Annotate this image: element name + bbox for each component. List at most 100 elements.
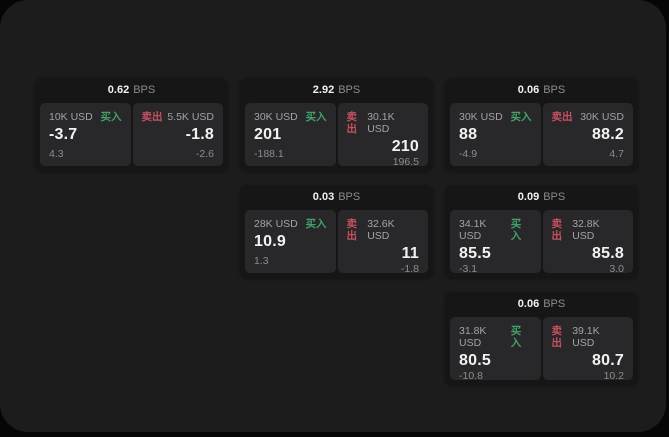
- buy-notional: 28K USD: [254, 218, 298, 230]
- sell-side-label: 卖出: [551, 111, 573, 123]
- buy-delta: 1.3: [254, 255, 269, 267]
- buy-tile[interactable]: 30K USD 买入 201 -188.1: [245, 103, 336, 166]
- sell-notional: 32.8K USD: [572, 218, 600, 242]
- sell-side-label: 卖出: [141, 111, 163, 123]
- buy-side-label: 买入: [510, 218, 522, 242]
- sell-delta: -1.8: [400, 263, 419, 275]
- buy-tile[interactable]: 30K USD 买入 88 -4.9: [450, 103, 541, 166]
- sell-tile[interactable]: 卖出 39.1K USD 80.7 10.2: [542, 317, 633, 382]
- bps-value: 0.06: [517, 298, 540, 310]
- sell-tile[interactable]: 卖出 32.8K USD 85.8 3.0: [542, 210, 633, 275]
- buy-tile-top: 30K USD 买入: [254, 111, 327, 123]
- sell-delta: 196.5: [392, 156, 419, 168]
- sell-price: 80.7: [592, 352, 624, 369]
- buy-delta: -188.1: [254, 148, 284, 160]
- sell-notional: 5.5K USD: [167, 111, 214, 123]
- bps-unit-label: BPS: [543, 298, 566, 310]
- quote-card-body: 10K USD 买入 -3.7 4.3 卖出 5.5K USD -1.8 -2.…: [35, 103, 228, 166]
- sell-price: -1.8: [185, 126, 214, 143]
- buy-tile[interactable]: 31.8K USD 买入 80.5 -10.8: [450, 317, 541, 382]
- sell-delta: -2.6: [195, 148, 214, 160]
- bps-header: 0.09 BPS: [445, 185, 638, 210]
- bps-value: 0.09: [517, 191, 540, 203]
- sell-price: 210: [391, 138, 419, 155]
- sell-tile-top: 卖出 30.1K USD: [347, 111, 420, 135]
- bps-value: 0.06: [517, 84, 540, 96]
- sell-price: 88.2: [592, 126, 624, 143]
- bps-header: 0.06 BPS: [445, 292, 638, 317]
- buy-side-label: 买入: [305, 111, 327, 123]
- buy-price: 85.5: [459, 245, 491, 262]
- quote-card-body: 30K USD 买入 88 -4.9 卖出 30K USD 88.2 4.7: [445, 103, 638, 166]
- sell-tile-top: 卖出 32.8K USD: [552, 218, 625, 242]
- sell-delta: 4.7: [609, 148, 624, 160]
- sell-delta: 3.0: [609, 263, 624, 275]
- buy-tile-top: 34.1K USD 买入: [459, 218, 532, 242]
- sell-notional: 39.1K USD: [572, 325, 600, 349]
- sell-tile-top: 卖出 32.6K USD: [347, 218, 420, 242]
- buy-notional: 31.8K USD: [459, 325, 487, 349]
- quote-card-0: 0.62 BPS 10K USD 买入 -3.7 4.3 卖出 5.5K USD…: [35, 78, 228, 171]
- bps-unit-label: BPS: [338, 191, 361, 203]
- sell-notional: 32.6K USD: [367, 218, 395, 242]
- sell-side-label: 卖出: [346, 111, 358, 135]
- sell-price: 85.8: [592, 245, 624, 262]
- buy-side-label: 买入: [510, 325, 522, 349]
- bps-header: 0.62 BPS: [35, 78, 228, 103]
- bps-header: 0.06 BPS: [445, 78, 638, 103]
- buy-notional: 30K USD: [254, 111, 298, 123]
- buy-side-label: 买入: [305, 218, 327, 230]
- quote-card-2: 0.06 BPS 30K USD 买入 88 -4.9 卖出 30K USD 8…: [445, 78, 638, 171]
- quote-card-body: 31.8K USD 买入 80.5 -10.8 卖出 39.1K USD 80.…: [445, 317, 638, 382]
- bps-value: 0.03: [312, 191, 335, 203]
- sell-notional: 30.1K USD: [367, 111, 395, 135]
- buy-price: 201: [254, 126, 282, 143]
- bps-unit-label: BPS: [543, 191, 566, 203]
- quote-card-body: 30K USD 买入 201 -188.1 卖出 30.1K USD 210 1…: [240, 103, 433, 168]
- buy-tile[interactable]: 28K USD 买入 10.9 1.3: [245, 210, 336, 273]
- buy-tile-top: 31.8K USD 买入: [459, 325, 532, 349]
- sell-tile[interactable]: 卖出 30.1K USD 210 196.5: [337, 103, 428, 168]
- bps-value: 0.62: [107, 84, 130, 96]
- quote-card-4: 0.09 BPS 34.1K USD 买入 85.5 -3.1 卖出 32.8K…: [445, 185, 638, 278]
- buy-notional: 10K USD: [49, 111, 93, 123]
- buy-price: 88: [459, 126, 478, 143]
- quote-card-body: 34.1K USD 买入 85.5 -3.1 卖出 32.8K USD 85.8…: [445, 210, 638, 275]
- sell-tile-top: 卖出 5.5K USD: [142, 111, 215, 123]
- buy-tile[interactable]: 10K USD 买入 -3.7 4.3: [40, 103, 131, 166]
- sell-tile-top: 卖出 39.1K USD: [552, 325, 625, 349]
- sell-price: 11: [401, 245, 419, 262]
- buy-price: 10.9: [254, 233, 286, 250]
- buy-delta: -10.8: [459, 370, 483, 382]
- bps-unit-label: BPS: [543, 84, 566, 96]
- buy-side-label: 买入: [510, 111, 532, 123]
- sell-tile[interactable]: 卖出 32.6K USD 11 -1.8: [337, 210, 428, 275]
- buy-notional: 30K USD: [459, 111, 503, 123]
- quote-card-5: 0.06 BPS 31.8K USD 买入 80.5 -10.8 卖出 39.1…: [445, 292, 638, 385]
- sell-notional: 30K USD: [580, 111, 624, 123]
- sell-tile-top: 卖出 30K USD: [552, 111, 625, 123]
- bps-unit-label: BPS: [133, 84, 156, 96]
- buy-tile-top: 10K USD 买入: [49, 111, 122, 123]
- sell-tile[interactable]: 卖出 30K USD 88.2 4.7: [542, 103, 633, 166]
- bps-unit-label: BPS: [338, 84, 361, 96]
- buy-tile[interactable]: 34.1K USD 买入 85.5 -3.1: [450, 210, 541, 275]
- quote-card-body: 28K USD 买入 10.9 1.3 卖出 32.6K USD 11 -1.8: [240, 210, 433, 275]
- sell-tile[interactable]: 卖出 5.5K USD -1.8 -2.6: [132, 103, 223, 166]
- buy-delta: -4.9: [459, 148, 478, 160]
- buy-tile-top: 30K USD 买入: [459, 111, 532, 123]
- sell-side-label: 卖出: [551, 218, 563, 242]
- sell-side-label: 卖出: [551, 325, 563, 349]
- sell-delta: 10.2: [603, 370, 624, 382]
- quote-card-1: 2.92 BPS 30K USD 买入 201 -188.1 卖出 30.1K …: [240, 78, 433, 171]
- buy-price: -3.7: [49, 126, 78, 143]
- buy-delta: -3.1: [459, 263, 478, 275]
- quote-card-3: 0.03 BPS 28K USD 买入 10.9 1.3 卖出 32.6K US…: [240, 185, 433, 278]
- bps-header: 0.03 BPS: [240, 185, 433, 210]
- bps-header: 2.92 BPS: [240, 78, 433, 103]
- buy-notional: 34.1K USD: [459, 218, 487, 242]
- buy-price: 80.5: [459, 352, 491, 369]
- bps-value: 2.92: [312, 84, 335, 96]
- buy-tile-top: 28K USD 买入: [254, 218, 327, 230]
